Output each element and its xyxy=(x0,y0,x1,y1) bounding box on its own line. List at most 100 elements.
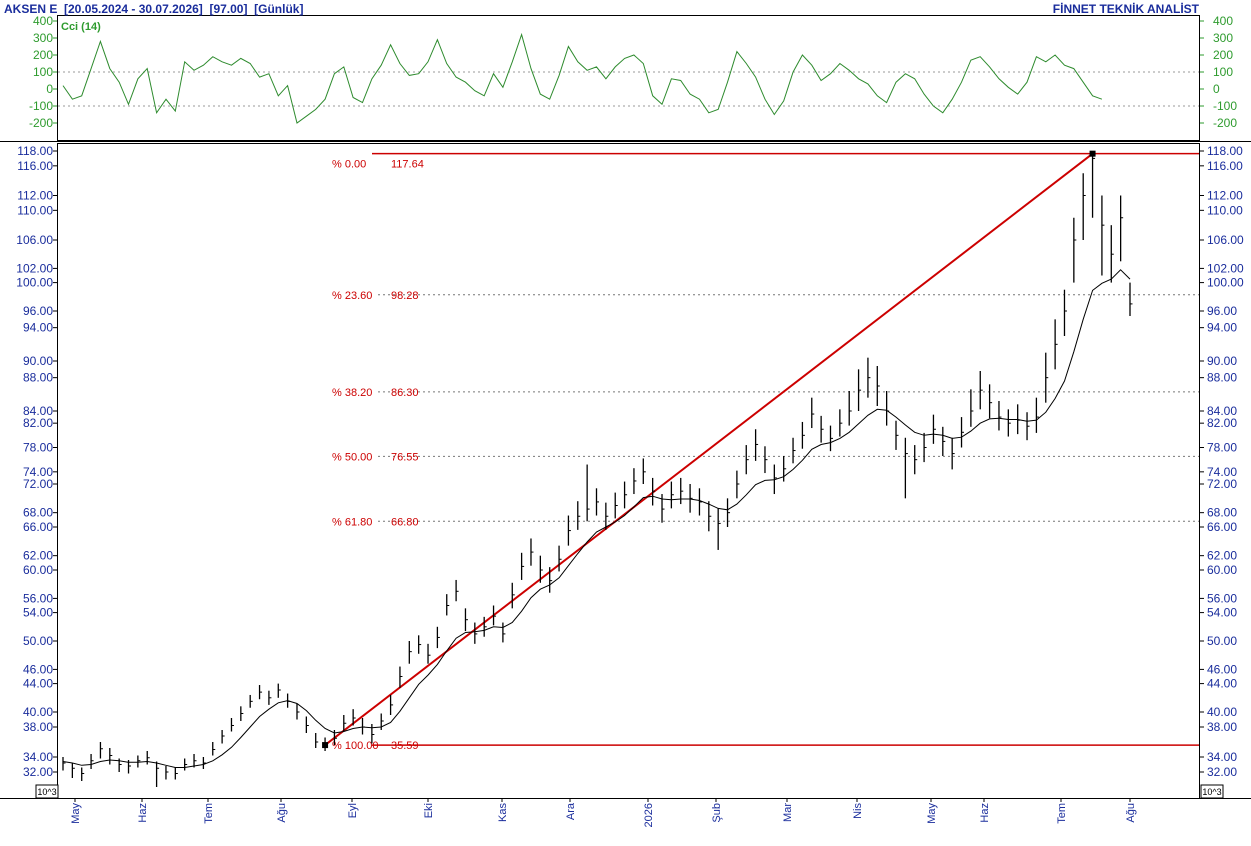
price-tick-label-right: 88.00 xyxy=(1207,371,1237,385)
price-tick-label-left: 112.00 xyxy=(17,189,53,203)
month-label: Haz xyxy=(979,803,991,823)
cci-tick-label-right: -200 xyxy=(1213,116,1237,130)
multiplier-label: 10^3 xyxy=(1202,787,1221,797)
price-tick-label-left: 110.00 xyxy=(17,203,53,217)
price-tick-label-right: 112.00 xyxy=(1207,189,1243,203)
price-tick-label-right: 60.00 xyxy=(1207,563,1237,577)
chart-title: AKSEN E [20.05.2024 - 30.07.2026] [97.00… xyxy=(4,2,304,16)
price-tick-label-right: 100.00 xyxy=(1207,276,1244,290)
cci-tick-label-left: 300 xyxy=(33,31,53,45)
fib-level-value: 35.59 xyxy=(391,740,419,752)
price-tick-label-left: 106.00 xyxy=(16,233,53,247)
cci-tick-label-right: -100 xyxy=(1213,99,1237,113)
cci-tick-label-right: 400 xyxy=(1213,14,1233,28)
price-tick-label-left: 88.00 xyxy=(23,371,53,385)
price-tick-label-right: 32.00 xyxy=(1207,765,1237,779)
multiplier-label: 10^3 xyxy=(37,787,56,797)
price-tick-label-left: 46.00 xyxy=(23,662,53,676)
fib-trend-line xyxy=(324,152,1094,746)
price-tick-label-left: 118.00 xyxy=(17,144,53,158)
price-tick-label-left: 68.00 xyxy=(23,506,53,520)
fib-level-value: 66.80 xyxy=(391,516,419,528)
price-tick-label-left: 102.00 xyxy=(16,261,53,275)
price-tick-label-left: 54.00 xyxy=(23,606,53,620)
fib-level-percent: % 100.00 xyxy=(332,740,378,752)
month-label: Kas xyxy=(497,803,509,822)
price-tick-label-left: 66.00 xyxy=(23,520,53,534)
price-tick-label-right: 54.00 xyxy=(1207,606,1237,620)
price-tick-label-right: 94.00 xyxy=(1207,321,1237,335)
price-tick-label-left: 82.00 xyxy=(23,416,53,430)
fib-level-percent: % 50.00 xyxy=(332,451,372,463)
month-label: Eki xyxy=(423,803,435,818)
month-label: May xyxy=(926,803,938,824)
cci-panel xyxy=(57,15,1200,141)
month-label: Mar xyxy=(782,803,794,822)
cci-tick-label-right: 100 xyxy=(1213,65,1233,79)
month-label: Haz xyxy=(137,803,149,823)
price-tick-label-right: 106.00 xyxy=(1207,233,1244,247)
month-label: Tem xyxy=(203,803,215,824)
month-label: May xyxy=(70,803,82,824)
price-tick-label-right: 68.00 xyxy=(1207,506,1237,520)
price-tick-label-left: 116.00 xyxy=(17,159,53,173)
fib-level-value: 76.55 xyxy=(391,451,419,463)
multiplier-box xyxy=(35,784,59,799)
month-label: Nis xyxy=(852,803,864,819)
price-tick-label-left: 96.00 xyxy=(23,304,53,318)
price-tick-label-left: 40.00 xyxy=(23,705,53,719)
cci-tick-label-left: -100 xyxy=(29,99,53,113)
price-tick-label-right: 82.00 xyxy=(1207,416,1237,430)
price-tick-label-left: 50.00 xyxy=(23,634,53,648)
cci-tick-label-right: 200 xyxy=(1213,48,1233,62)
price-tick-label-right: 118.00 xyxy=(1207,144,1243,158)
price-tick-label-right: 34.00 xyxy=(1207,750,1237,764)
price-tick-label-left: 56.00 xyxy=(23,591,53,605)
cci-tick-label-left: 0 xyxy=(46,82,53,96)
cci-tick-label-right: 0 xyxy=(1213,82,1220,96)
multiplier-box xyxy=(1200,784,1224,799)
price-tick-label-right: 110.00 xyxy=(1207,203,1243,217)
price-tick-label-left: 32.00 xyxy=(23,765,53,779)
price-tick-label-right: 74.00 xyxy=(1207,465,1237,479)
price-tick-label-right: 90.00 xyxy=(1207,354,1237,368)
fib-level-percent: % 38.20 xyxy=(332,387,372,399)
brand-label: FİNNET TEKNİK ANALİST xyxy=(1052,2,1199,16)
month-label: 2026 xyxy=(643,803,655,827)
price-tick-label-left: 60.00 xyxy=(23,563,53,577)
price-tick-label-right: 38.00 xyxy=(1207,720,1237,734)
cci-tick-label-left: 100 xyxy=(33,65,53,79)
cci-indicator-label: Cci (14) xyxy=(61,21,101,33)
price-tick-label-left: 100.00 xyxy=(16,276,53,290)
cci-tick-label-right: 300 xyxy=(1213,31,1233,45)
price-tick-label-left: 72.00 xyxy=(23,477,53,491)
price-tick-label-left: 34.00 xyxy=(23,750,53,764)
price-tick-label-right: 102.00 xyxy=(1207,261,1244,275)
price-tick-label-left: 78.00 xyxy=(23,441,53,455)
fib-level-percent: % 0.00 xyxy=(332,159,366,171)
price-tick-label-right: 66.00 xyxy=(1207,520,1237,534)
fib-level-percent: % 23.60 xyxy=(332,290,372,302)
price-tick-label-left: 74.00 xyxy=(23,465,53,479)
month-label: Ağu xyxy=(1125,803,1137,823)
fib-level-value: 86.30 xyxy=(391,387,419,399)
cci-tick-label-left: -200 xyxy=(29,116,53,130)
fib-level-percent: % 61.80 xyxy=(332,516,372,528)
price-tick-label-right: 44.00 xyxy=(1207,677,1237,691)
fib-level-value: 117.64 xyxy=(391,159,424,171)
price-tick-label-right: 40.00 xyxy=(1207,705,1237,719)
price-tick-label-left: 84.00 xyxy=(23,404,53,418)
price-tick-label-right: 46.00 xyxy=(1207,662,1237,676)
price-tick-label-right: 116.00 xyxy=(1207,159,1243,173)
month-label: Şub xyxy=(711,803,723,823)
cci-tick-label-left: 400 xyxy=(33,14,53,28)
price-tick-label-right: 62.00 xyxy=(1207,549,1237,563)
price-tick-label-right: 50.00 xyxy=(1207,634,1237,648)
cci-line xyxy=(62,32,1103,124)
price-tick-label-left: 44.00 xyxy=(23,677,53,691)
price-tick-label-left: 38.00 xyxy=(23,720,53,734)
price-tick-label-right: 84.00 xyxy=(1207,404,1237,418)
month-label: Ara xyxy=(565,802,577,820)
